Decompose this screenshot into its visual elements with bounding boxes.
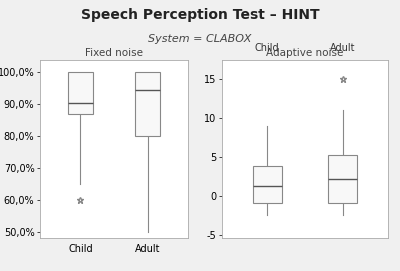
Text: Speech Perception Test – HINT: Speech Perception Test – HINT bbox=[81, 8, 319, 22]
Text: Adaptive noise: Adaptive noise bbox=[266, 48, 344, 58]
Text: Child: Child bbox=[255, 43, 280, 53]
Bar bbox=[135, 72, 160, 136]
Text: Fixed noise: Fixed noise bbox=[85, 48, 143, 58]
Text: Adult: Adult bbox=[330, 43, 356, 53]
Bar bbox=[328, 155, 357, 204]
Text: System = CLABOX: System = CLABOX bbox=[148, 34, 252, 44]
Bar bbox=[253, 166, 282, 204]
Bar bbox=[68, 72, 93, 114]
